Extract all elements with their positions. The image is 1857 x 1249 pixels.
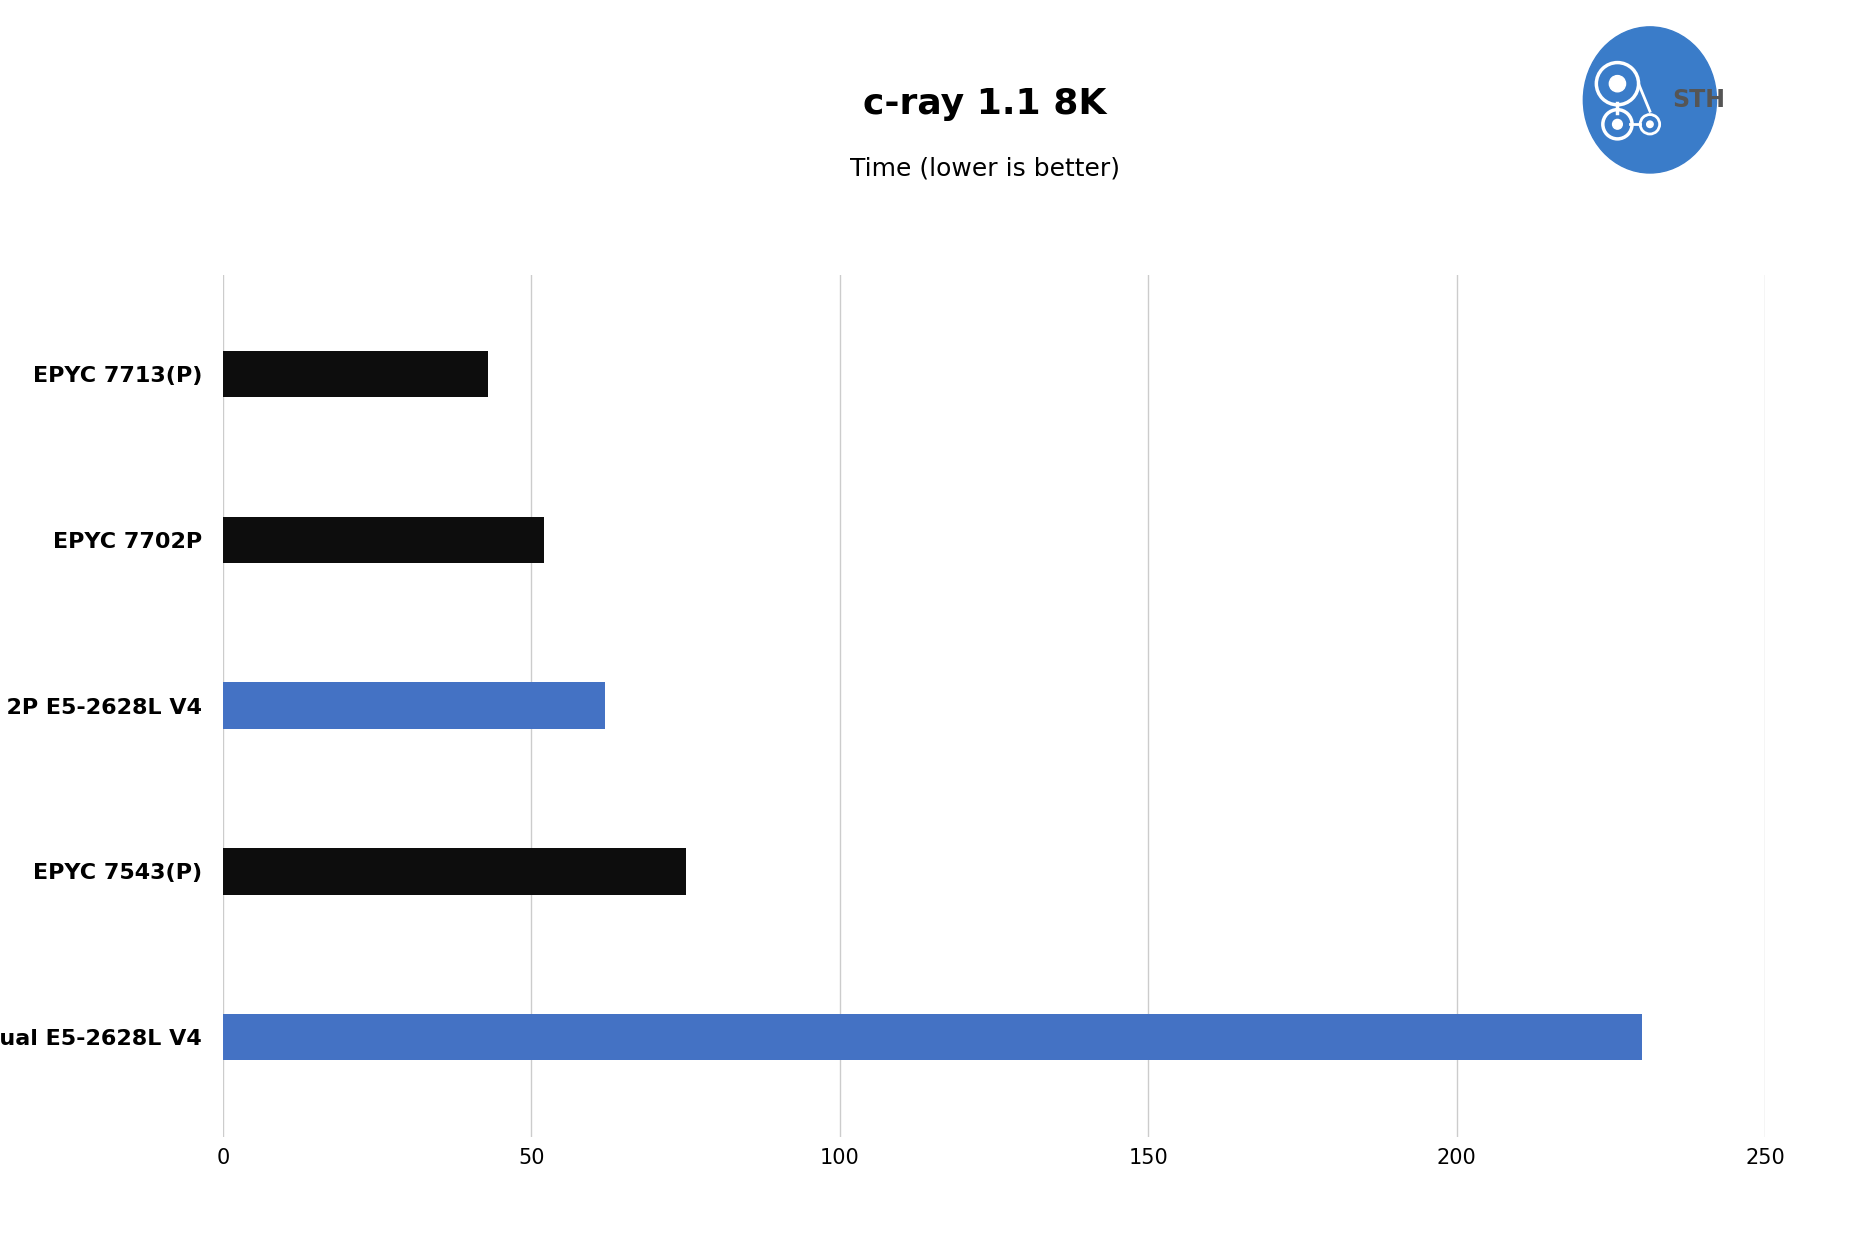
Bar [223,351,488,397]
Bar [223,682,605,729]
Text: c-ray 1.1 8K: c-ray 1.1 8K [864,87,1105,121]
Bar [223,517,544,563]
Text: Time (lower is better): Time (lower is better) [849,156,1120,180]
Bar [223,848,685,894]
Bar [223,1014,1642,1060]
Text: STH: STH [1671,87,1723,112]
Circle shape [1608,75,1625,92]
Ellipse shape [1582,27,1716,174]
Circle shape [1645,121,1653,127]
Circle shape [1612,120,1621,129]
